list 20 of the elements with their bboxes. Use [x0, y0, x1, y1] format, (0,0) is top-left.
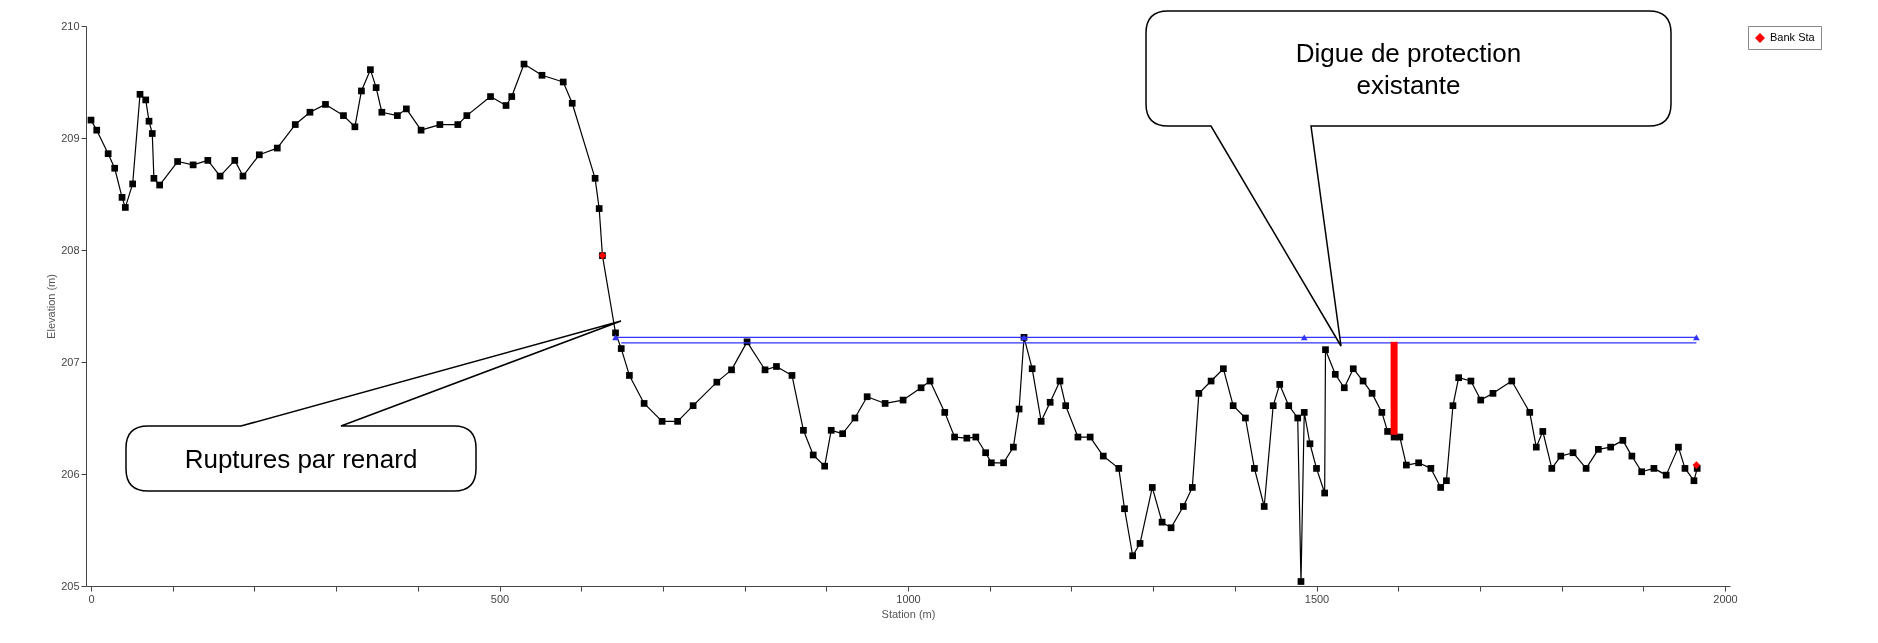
y-tick-label: 206 [61, 467, 80, 480]
x-tick-label: 1500 [1304, 592, 1330, 605]
x-tick-label: 0 [88, 592, 95, 605]
y-tick-label: 210 [61, 19, 80, 32]
annotation: Ruptures par renard [184, 443, 418, 474]
point [1300, 334, 1308, 341]
y-tick-label: 208 [61, 243, 80, 256]
annotation: Digue de protection existante [1295, 37, 1522, 100]
x-tick-label: 500 [490, 592, 510, 605]
x-tick-label: 1000 [896, 592, 921, 605]
y-tick-label: 209 [61, 131, 80, 144]
point [612, 334, 619, 341]
y-tick-label: 207 [61, 355, 80, 368]
y-axis-title: Elevation (m) [45, 274, 58, 339]
y-tick-label: 205 [61, 579, 80, 592]
x-axis-title: Station (m) [881, 607, 936, 620]
point [1693, 334, 1700, 341]
x-tick-label: 2000 [1713, 592, 1738, 605]
point [1692, 461, 1701, 469]
legend-label: Bank Sta [1770, 31, 1816, 43]
